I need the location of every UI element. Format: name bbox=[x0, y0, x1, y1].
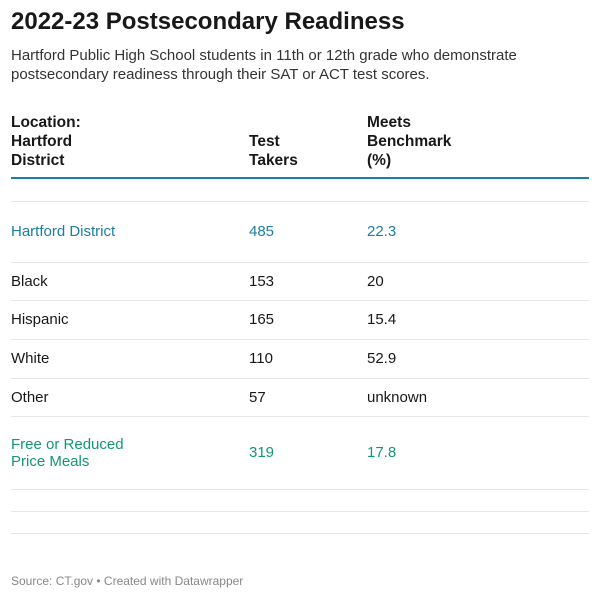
table-row: Hispanic 165 15.4 bbox=[11, 300, 589, 339]
row-divider bbox=[11, 300, 589, 301]
header-divider bbox=[11, 177, 589, 179]
chart-subtitle: Hartford Public High School students in … bbox=[11, 47, 517, 83]
cell-meets-benchmark: 52.9 bbox=[367, 350, 397, 367]
table-row: Other 57 unknown bbox=[11, 378, 589, 416]
table-row: Black 153 20 bbox=[11, 262, 589, 300]
cell-test-takers: 485 bbox=[249, 223, 275, 240]
cell-meets-benchmark: 20 bbox=[367, 272, 384, 290]
row-divider bbox=[11, 511, 589, 512]
cell-test-takers: 153 bbox=[249, 272, 275, 290]
row-divider bbox=[11, 489, 589, 490]
cell-test-takers: 165 bbox=[249, 311, 275, 328]
column-header-location[interactable]: Location: Hartford District bbox=[11, 114, 81, 169]
cell-meets-benchmark: 17.8 bbox=[367, 444, 397, 461]
row-divider bbox=[11, 416, 589, 417]
cell-meets-benchmark: 22.3 bbox=[367, 223, 397, 240]
row-divider bbox=[11, 262, 589, 263]
row-divider bbox=[11, 378, 589, 379]
cell-location: Hispanic bbox=[11, 311, 69, 328]
row-divider bbox=[11, 339, 589, 340]
cell-meets-benchmark: 15.4 bbox=[367, 311, 397, 328]
column-header-test-takers[interactable]: Test Takers bbox=[249, 133, 298, 169]
row-divider bbox=[11, 533, 589, 534]
source-footer: Source: CT.gov • Created with Datawrappe… bbox=[11, 574, 244, 588]
table-row: White 110 52.9 bbox=[11, 339, 589, 378]
cell-test-takers: 110 bbox=[249, 350, 273, 367]
cell-test-takers: 319 bbox=[249, 444, 275, 461]
cell-location: Free or Reduced Price Meals bbox=[11, 435, 124, 470]
cell-location: Black bbox=[11, 272, 48, 290]
chart-title: 2022-23 Postsecondary Readiness bbox=[11, 8, 405, 35]
table-row: Free or Reduced Price Meals 319 17.8 bbox=[11, 416, 589, 489]
row-divider bbox=[11, 201, 589, 202]
cell-test-takers: 57 bbox=[249, 388, 266, 406]
column-header-meets-benchmark[interactable]: Meets Benchmark (%) bbox=[367, 114, 452, 169]
cell-location: Hartford District bbox=[11, 223, 116, 240]
cell-location: Other bbox=[11, 388, 49, 406]
table-row: Hartford District 485 22.3 bbox=[11, 201, 589, 262]
cell-meets-benchmark: unknown bbox=[367, 388, 428, 406]
cell-location: White bbox=[11, 350, 50, 367]
